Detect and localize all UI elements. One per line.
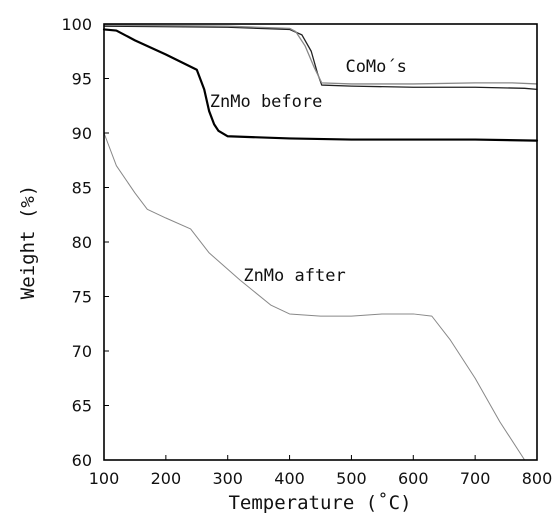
y-tick-label: 60 (72, 451, 92, 470)
y-tick-label: 75 (72, 288, 92, 307)
plot-frame (104, 24, 537, 460)
x-tick-label: 300 (212, 469, 243, 488)
x-tick-label: 200 (151, 469, 182, 488)
annotation-label: ZnMo before (210, 92, 323, 112)
y-tick-label: 95 (72, 70, 92, 89)
y-tick-label: 100 (61, 15, 92, 34)
annotation-label: ZnMo after (243, 266, 345, 286)
x-tick-label: 700 (460, 469, 491, 488)
x-tick-label: 400 (274, 469, 305, 488)
y-tick-label: 85 (72, 179, 92, 198)
x-tick-label: 500 (336, 469, 367, 488)
x-tick-label: 600 (398, 469, 429, 488)
series-line-2 (104, 25, 537, 84)
x-tick-label: 800 (522, 469, 553, 488)
y-tick-label: 80 (72, 233, 92, 252)
y-tick-label: 70 (72, 342, 92, 361)
series-line-3 (104, 29, 537, 140)
y-axis-title: Weight (%) (17, 185, 39, 299)
y-tick-label: 90 (72, 124, 92, 143)
annotation-label: CoMo´s (345, 57, 406, 77)
plot-lines (104, 25, 537, 460)
x-tick-label: 100 (89, 469, 120, 488)
series-annotations: CoMo´s ZnMo before ZnMo after (210, 57, 407, 286)
x-axis-title: Temperature (˚C) (228, 492, 411, 514)
series-line-4 (104, 133, 525, 460)
y-axis-ticks: 60 65 70 75 80 85 90 95 100 (61, 15, 109, 470)
y-tick-label: 65 (72, 397, 92, 416)
